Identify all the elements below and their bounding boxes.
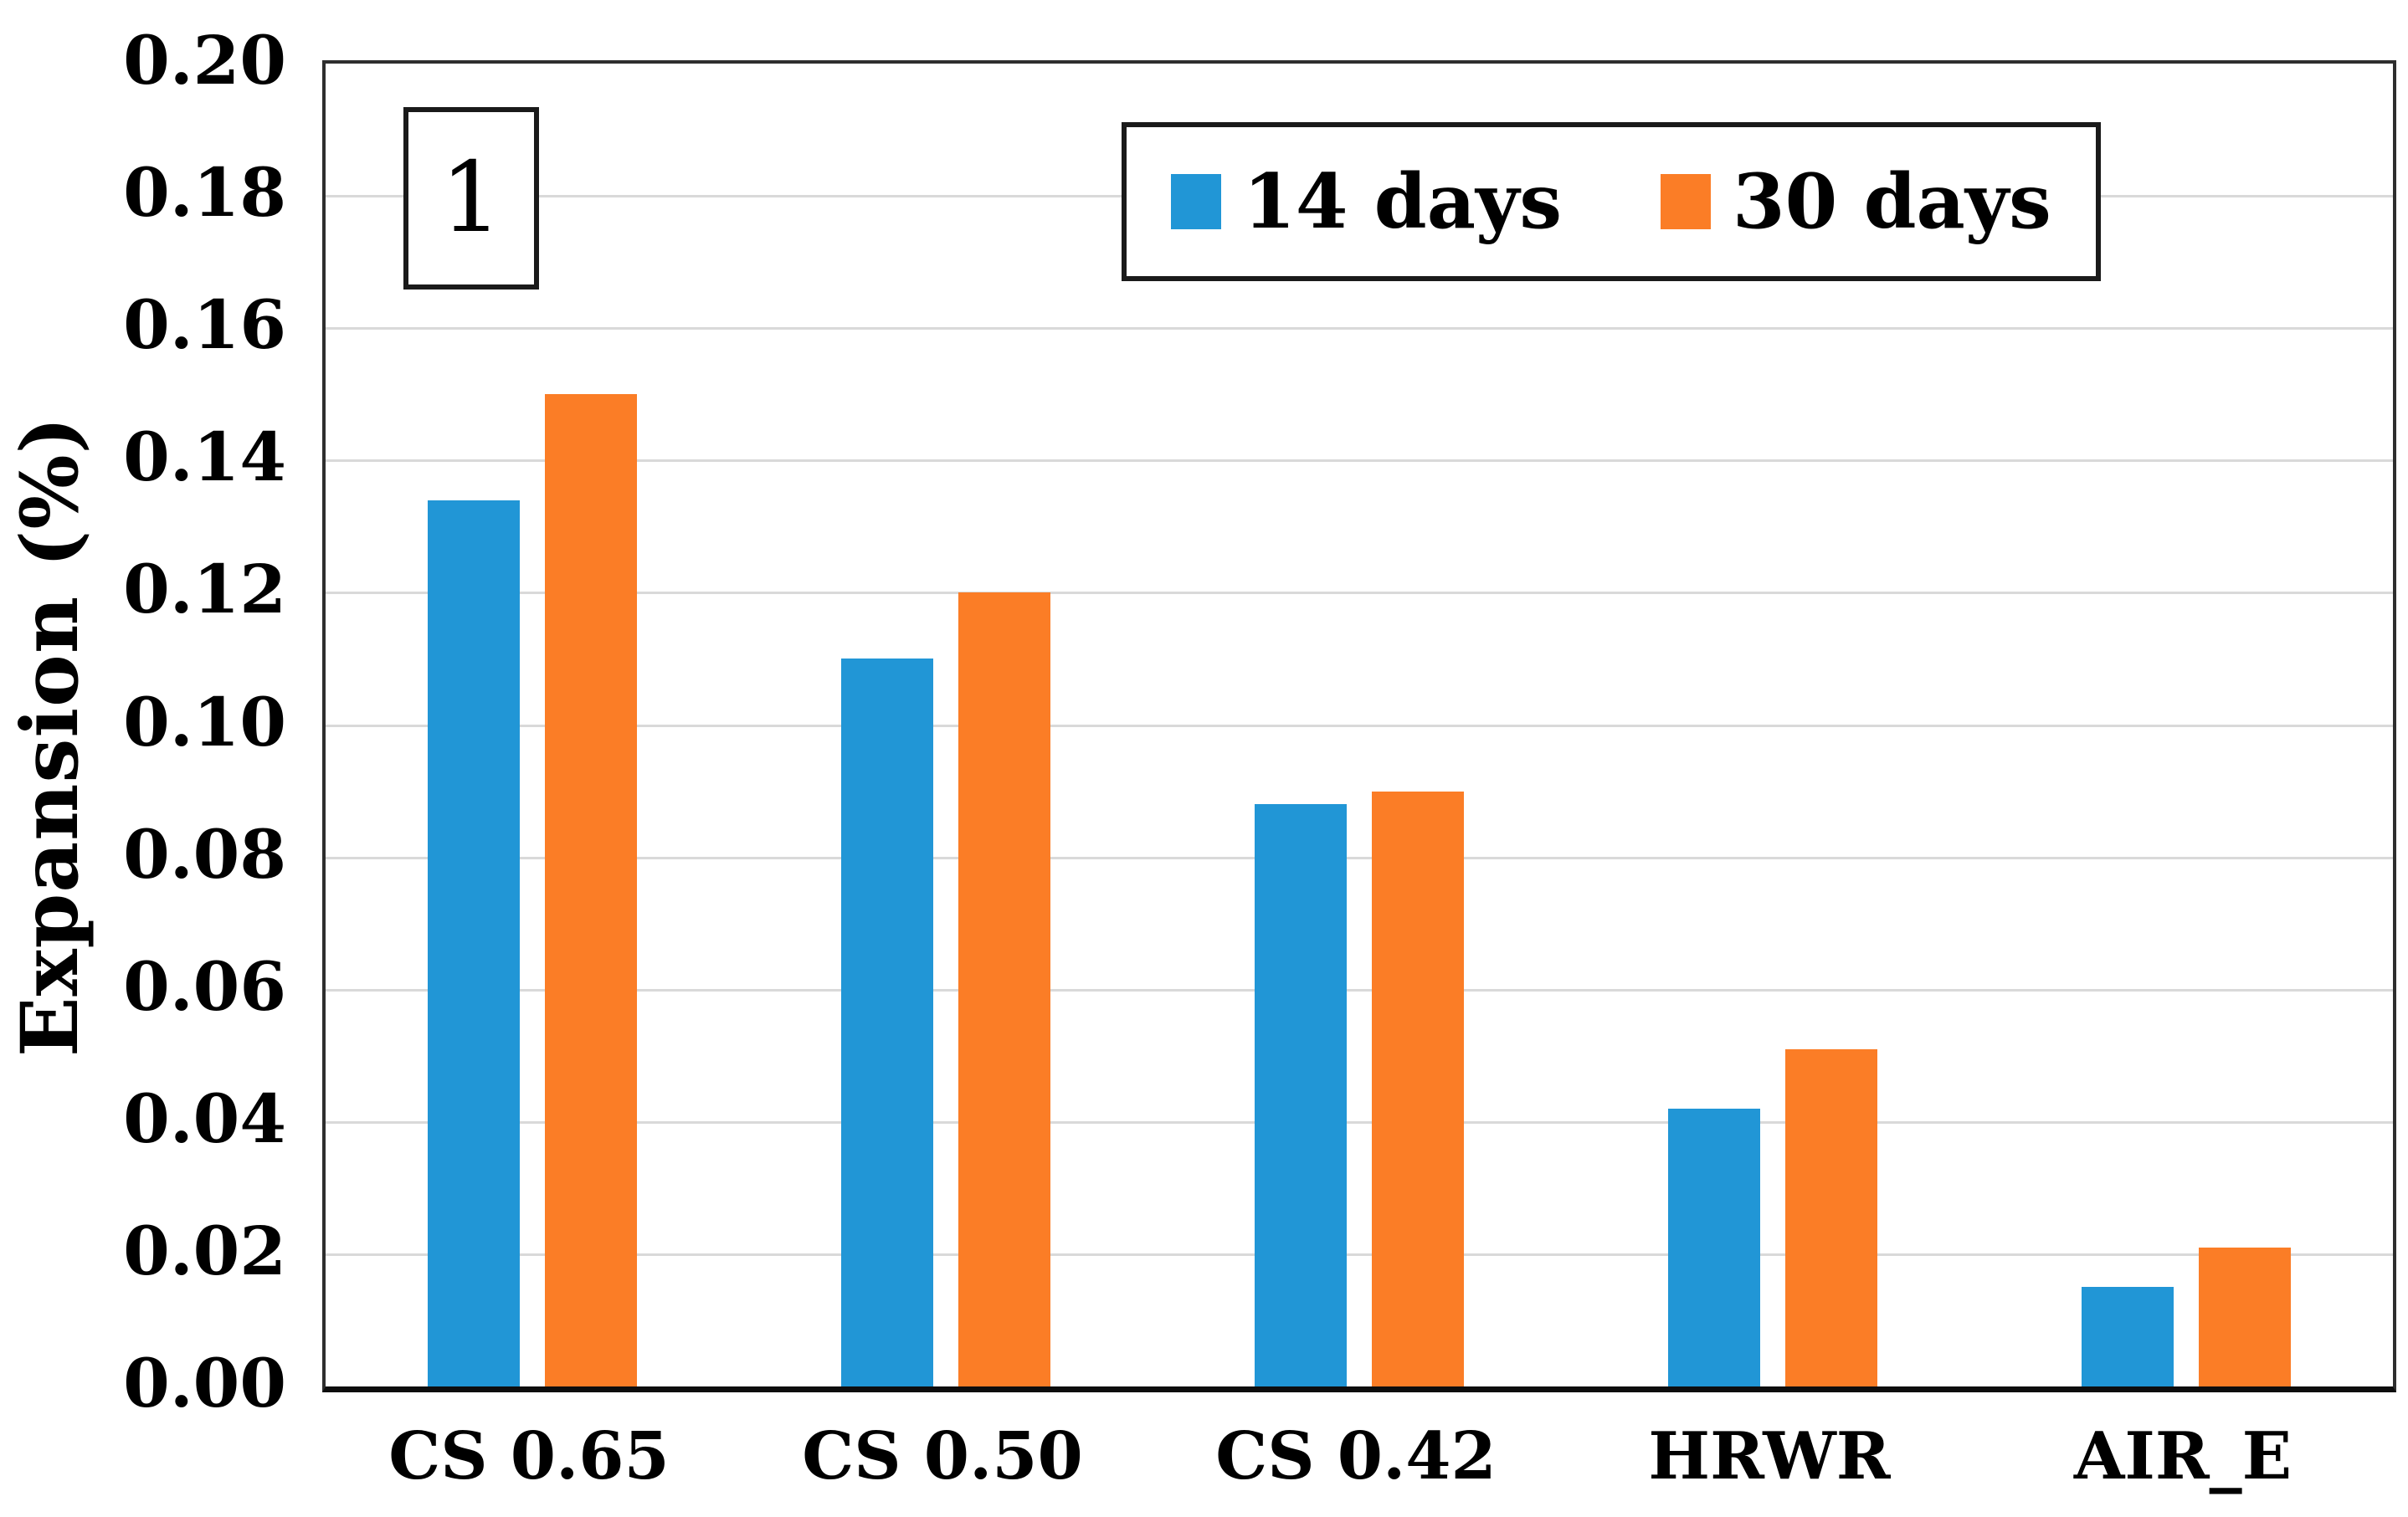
bar-30-days-cs-0.42 [1372, 791, 1464, 1386]
gridline [326, 1120, 2393, 1124]
plot-area [322, 60, 2396, 1392]
bar-30-days-cs-0.65 [545, 394, 637, 1386]
y-tick-label: 0.04 [123, 1079, 286, 1158]
bar-14-days-cs-0.42 [1255, 804, 1347, 1386]
gridline [326, 592, 2393, 595]
x-category-label: CS 0.50 [802, 1418, 1083, 1494]
bar-14-days-cs-0.50 [841, 659, 933, 1386]
y-tick-label: 0.02 [123, 1211, 286, 1290]
panel-label-box: 1 [403, 107, 539, 290]
gridline [326, 724, 2393, 727]
y-tick-label: 0.00 [123, 1344, 286, 1422]
y-tick-label: 0.08 [123, 814, 286, 894]
y-tick-label: 0.14 [123, 418, 286, 497]
gridline [326, 459, 2393, 463]
y-tick-label: 0.16 [123, 285, 286, 365]
bar-14-days-hrwr [1668, 1108, 1760, 1386]
x-category-label: CS 0.65 [388, 1418, 670, 1494]
x-category-label: AIR_E [2073, 1418, 2292, 1494]
x-category-label: CS 0.42 [1215, 1418, 1497, 1494]
bar-30-days-hrwr [1785, 1048, 1877, 1386]
bar-14-days-cs-0.65 [428, 500, 520, 1386]
bar-14-days-air_e [2082, 1287, 2174, 1386]
y-tick-label: 0.06 [123, 946, 286, 1026]
bar-30-days-cs-0.50 [958, 592, 1050, 1386]
legend-item-14-days: 14 days [1171, 164, 1562, 239]
x-axis-labels: CS 0.65 CS 0.50 CS 0.42 HRWR AIR_E [0, 1424, 2408, 1508]
legend: 14 days 30 days [1122, 122, 2101, 281]
panel-label: 1 [440, 141, 502, 254]
bar-30-days-air_e [2199, 1247, 2291, 1386]
gridline [326, 1253, 2393, 1256]
gridline [326, 327, 2393, 331]
x-category-label: HRWR [1648, 1418, 1891, 1494]
y-axis-ticks: 0.00 0.02 0.04 0.06 0.08 0.10 0.12 0.14 0.16 0.18… [67, 0, 286, 1517]
legend-swatch [1171, 174, 1222, 229]
legend-label: 30 days [1733, 157, 2051, 246]
y-tick-label: 0.20 [123, 21, 286, 100]
legend-item-30-days: 30 days [1661, 164, 2051, 239]
y-tick-label: 0.12 [123, 550, 286, 629]
legend-label: 14 days [1243, 157, 1562, 246]
legend-swatch [1661, 174, 1711, 229]
gridline [326, 856, 2393, 859]
gridline [326, 988, 2393, 992]
y-tick-label: 0.10 [123, 682, 286, 761]
y-tick-label: 0.18 [123, 153, 286, 233]
